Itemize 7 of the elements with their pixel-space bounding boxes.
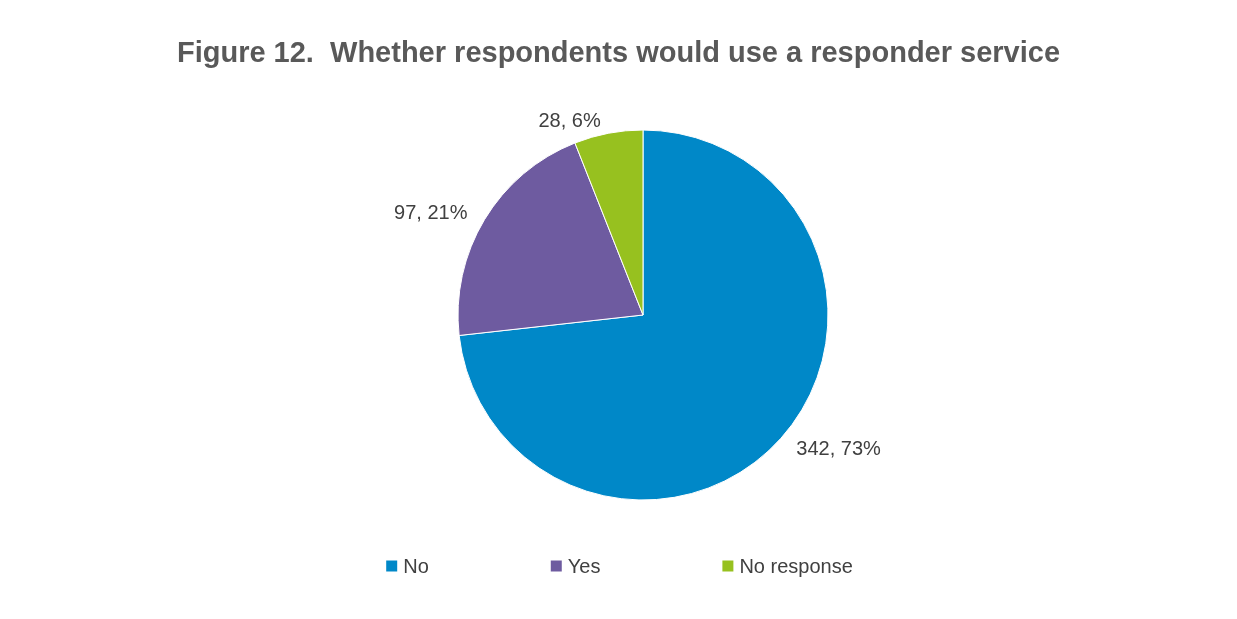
data-label: 342, 73% bbox=[796, 436, 882, 459]
data-label: 28, 6% bbox=[538, 108, 601, 131]
legend-label: No response bbox=[739, 555, 853, 577]
legend-label: No bbox=[403, 555, 429, 577]
legend-label: Yes bbox=[567, 555, 601, 577]
data-label: 97, 21% bbox=[394, 201, 468, 224]
chart-title: Figure 12. Whether respondents would use a responder service bbox=[176, 35, 1061, 68]
